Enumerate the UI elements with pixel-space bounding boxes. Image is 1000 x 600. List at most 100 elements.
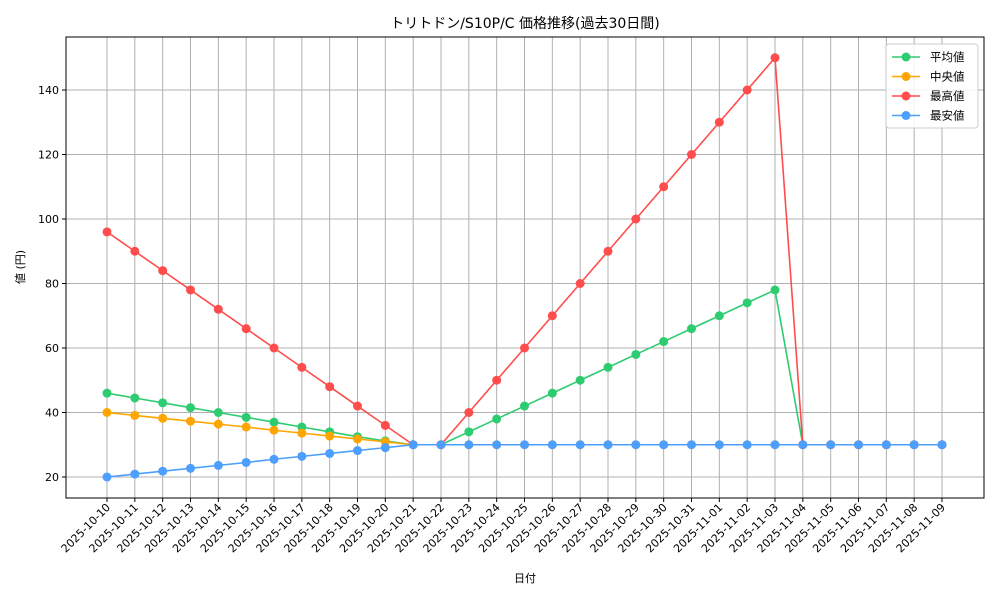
data-point: [158, 466, 168, 476]
data-point: [575, 375, 585, 385]
data-point: [770, 285, 780, 295]
data-point: [492, 440, 502, 450]
data-point: [603, 440, 613, 450]
legend-marker-icon: [901, 52, 911, 62]
data-point: [520, 401, 529, 411]
data-point: [297, 428, 307, 438]
data-point: [714, 117, 724, 127]
legend-marker-icon: [901, 91, 911, 101]
data-series: [102, 53, 947, 482]
data-point: [130, 469, 140, 479]
data-point: [102, 472, 112, 482]
data-point: [714, 311, 724, 321]
legend-marker-icon: [901, 72, 911, 81]
data-point: [241, 457, 251, 467]
data-point: [687, 440, 696, 450]
data-point: [269, 454, 279, 464]
data-point: [102, 388, 112, 398]
data-point: [687, 324, 696, 334]
data-point: [575, 440, 585, 450]
data-point: [325, 448, 335, 458]
y-tick-label: 100: [38, 213, 59, 226]
data-point: [241, 324, 251, 334]
data-point: [241, 422, 251, 432]
data-point: [937, 440, 947, 450]
y-tick-label: 20: [45, 471, 59, 484]
data-point: [213, 419, 223, 429]
data-point: [464, 408, 474, 417]
data-point: [297, 451, 307, 461]
data-point: [158, 398, 168, 408]
data-point: [603, 362, 613, 372]
data-point: [854, 440, 863, 450]
legend-label: 最高値: [930, 89, 965, 103]
data-point: [909, 440, 919, 450]
data-point: [241, 412, 251, 422]
data-point: [687, 150, 696, 159]
legend-label: 平均値: [930, 50, 965, 64]
data-point: [659, 440, 669, 450]
data-point: [325, 382, 335, 392]
legend-label: 最安値: [930, 109, 965, 123]
data-point: [714, 440, 724, 450]
data-point: [742, 440, 752, 450]
data-point: [464, 427, 474, 437]
legend-item: 平均値: [892, 50, 965, 64]
data-point: [659, 337, 669, 347]
data-point: [269, 425, 279, 435]
grid-lines: [66, 37, 984, 498]
data-point: [186, 285, 195, 295]
data-point: [130, 410, 140, 420]
data-point: [158, 266, 168, 276]
data-point: [826, 440, 836, 450]
data-point: [213, 408, 223, 417]
data-point: [631, 214, 641, 224]
y-tick-label: 80: [45, 278, 59, 291]
y-tick-label: 60: [45, 342, 59, 355]
legend-item: 最高値: [892, 89, 965, 103]
data-point: [380, 443, 390, 453]
data-point: [213, 304, 223, 314]
x-axis-label: 日付: [514, 572, 536, 585]
data-point: [269, 417, 279, 427]
data-point: [798, 440, 808, 450]
data-point: [659, 182, 669, 192]
series-3: [102, 440, 947, 482]
data-point: [520, 440, 529, 450]
data-point: [186, 416, 195, 426]
data-point: [492, 414, 502, 424]
data-point: [186, 403, 195, 413]
data-point: [353, 401, 362, 411]
data-point: [408, 440, 418, 450]
data-point: [213, 460, 223, 470]
data-point: [269, 343, 279, 353]
data-point: [130, 246, 140, 256]
chart-title: トリトドン/S10P/C 価格推移(過去30日間): [390, 16, 660, 32]
legend-item: 最安値: [892, 109, 965, 123]
y-axis-label: 値 (円): [14, 250, 27, 284]
data-point: [547, 440, 557, 450]
x-axis-ticks: 2025-10-102025-10-112025-10-122025-10-13…: [59, 498, 948, 555]
data-point: [603, 246, 613, 256]
legend-box: [885, 43, 979, 129]
data-point: [353, 434, 362, 444]
data-point: [742, 85, 752, 95]
data-point: [742, 298, 752, 308]
legend-marker-icon: [901, 111, 911, 120]
data-point: [631, 440, 641, 450]
data-point: [325, 431, 335, 441]
data-point: [770, 53, 780, 63]
legend-item: 中央値: [892, 70, 965, 84]
data-point: [158, 413, 168, 423]
data-point: [575, 279, 585, 288]
y-axis-ticks: 20 40 60 80 100 120 140: [38, 84, 66, 484]
data-point: [492, 375, 502, 385]
data-point: [353, 446, 362, 456]
data-point: [881, 440, 891, 450]
data-point: [102, 408, 112, 417]
data-point: [547, 311, 557, 321]
data-point: [436, 440, 446, 450]
data-point: [186, 463, 195, 473]
